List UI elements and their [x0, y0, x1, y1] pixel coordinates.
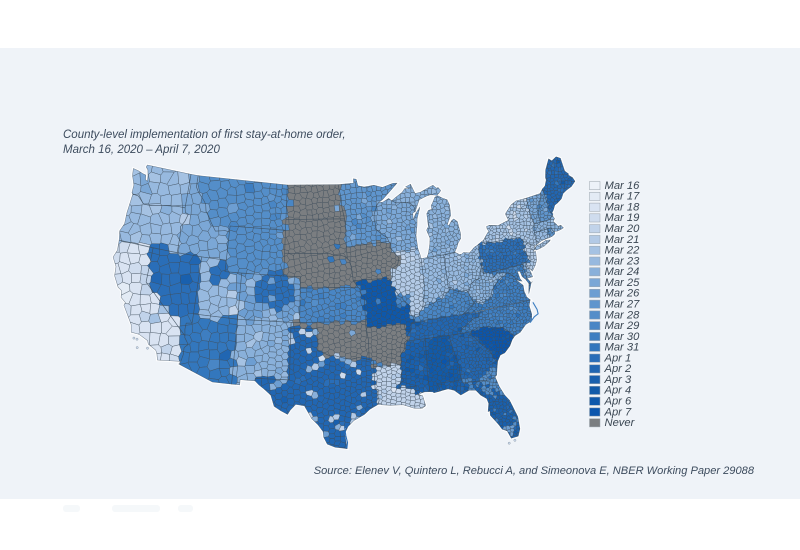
svg-text:Mar 23: Mar 23 [605, 255, 641, 267]
svg-text:Apr 7: Apr 7 [604, 406, 633, 418]
svg-text:Apr 6: Apr 6 [604, 396, 633, 408]
svg-text:Mar 22: Mar 22 [605, 245, 641, 257]
svg-text:Mar 17: Mar 17 [605, 191, 641, 203]
svg-text:Apr 4: Apr 4 [604, 385, 632, 397]
svg-text:Mar 21: Mar 21 [605, 234, 640, 246]
svg-text:Mar 25: Mar 25 [605, 277, 641, 289]
svg-text:Mar 24: Mar 24 [605, 266, 640, 278]
svg-text:Apr 3: Apr 3 [604, 374, 633, 386]
svg-text:Never: Never [605, 417, 636, 429]
svg-text:Apr 2: Apr 2 [604, 363, 633, 375]
svg-text:Mar 28: Mar 28 [605, 309, 641, 321]
svg-text:Mar 19: Mar 19 [605, 212, 640, 224]
svg-text:Apr 1: Apr 1 [604, 352, 632, 364]
svg-text:Mar 20: Mar 20 [605, 223, 641, 235]
svg-text:Mar 26: Mar 26 [605, 288, 641, 300]
svg-text:Mar 30: Mar 30 [605, 331, 641, 343]
svg-text:Mar 31: Mar 31 [605, 342, 640, 354]
svg-text:Mar 16: Mar 16 [605, 180, 641, 192]
svg-text:Mar 29: Mar 29 [605, 320, 640, 332]
svg-text:Mar 27: Mar 27 [605, 299, 641, 311]
svg-text:Mar 18: Mar 18 [605, 202, 641, 214]
